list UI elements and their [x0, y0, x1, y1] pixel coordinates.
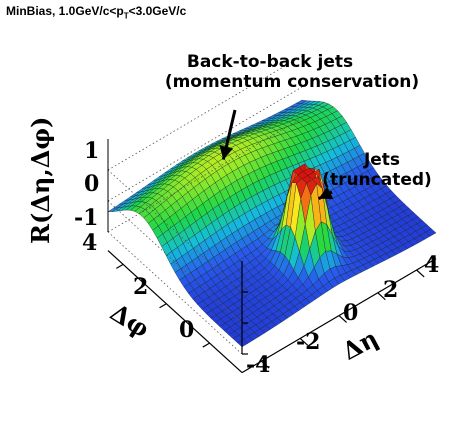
y-axis-line: [107, 250, 243, 374]
z-tick-label: -1: [74, 205, 99, 231]
annotation-arrow-head: [318, 186, 334, 200]
annotation-line: (momentum conservation): [164, 72, 420, 92]
z-axis-label: R(Δη,Δφ): [26, 116, 55, 244]
x-tick-label: -2: [296, 329, 321, 355]
z-tick-label: 0: [84, 171, 100, 197]
x-tick: [338, 315, 347, 323]
x-tick-label: -4: [246, 352, 271, 378]
x-tick: [260, 360, 270, 369]
y-tick: [202, 342, 210, 348]
annotation-line: (truncated): [322, 170, 432, 190]
surface-cell: [425, 228, 437, 237]
x-tick: [416, 269, 425, 278]
annotation-back-to-back-jets: Back-to-back jets (momentum conservation…: [132, 52, 450, 92]
back-gridline: [107, 86, 303, 202]
annotation-line: Back-to-back jets: [186, 52, 354, 72]
x-tick-label: 2: [383, 277, 399, 303]
y-tick: [116, 263, 124, 269]
chart-title: MinBias, 1.0GeV/c<pT<3.0GeV/c: [6, 4, 187, 21]
y-tick-label: 2: [133, 274, 149, 300]
z-tick-label: 1: [84, 138, 100, 164]
x-tick-label: 0: [343, 300, 359, 326]
x-tick: [377, 292, 386, 301]
annotation-jets: Jets (truncated): [312, 150, 442, 190]
back-gridline: [107, 55, 303, 171]
y-tick-label: 0: [179, 317, 195, 343]
back-gridline: [107, 117, 303, 233]
annotation-line: Jets: [363, 150, 401, 170]
y-tick: [159, 303, 167, 309]
y-tick-label: 4: [82, 230, 98, 256]
x-tick: [299, 337, 309, 346]
x-tick-label: 4: [424, 252, 440, 278]
annotation-arrow-head: [219, 145, 234, 160]
